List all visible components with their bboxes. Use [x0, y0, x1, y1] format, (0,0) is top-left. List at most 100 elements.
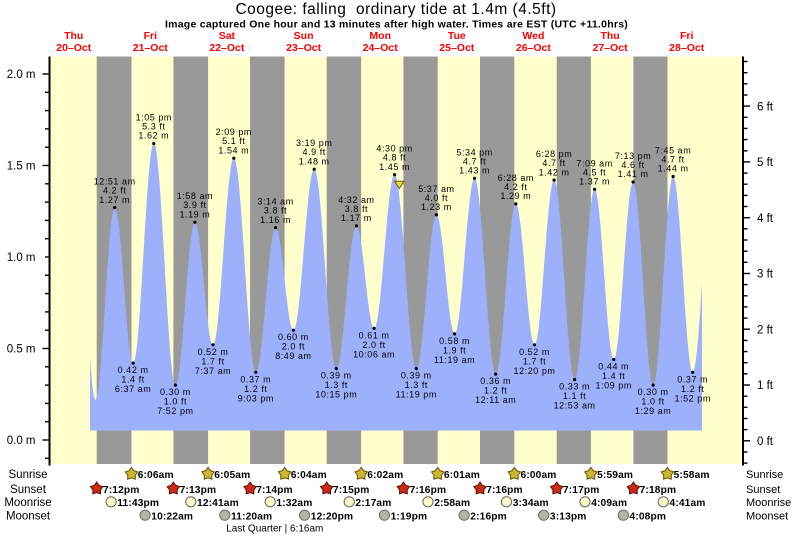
svg-text:7:52 pm: 7:52 pm: [157, 406, 193, 416]
svg-text:3.9 ft: 3.9 ft: [183, 200, 206, 210]
svg-text:1.54 m: 1.54 m: [218, 145, 249, 155]
svg-text:1.0 m: 1.0 m: [7, 252, 36, 264]
svg-text:1.16 m: 1.16 m: [260, 215, 291, 225]
svg-text:1.29 m: 1.29 m: [500, 191, 531, 201]
svg-text:27–Oct: 27–Oct: [593, 42, 629, 54]
svg-text:6:28 am: 6:28 am: [498, 173, 534, 183]
svg-text:2:17am: 2:17am: [355, 498, 391, 509]
svg-text:5:37 am: 5:37 am: [418, 184, 454, 194]
svg-text:6:01am: 6:01am: [444, 470, 480, 481]
svg-text:2 ft: 2 ft: [757, 324, 774, 336]
svg-text:1.4 ft: 1.4 ft: [121, 375, 144, 385]
svg-text:5:58am: 5:58am: [674, 470, 710, 481]
svg-text:4:32 am: 4:32 am: [338, 195, 374, 205]
svg-text:1:29 am: 1:29 am: [635, 406, 671, 416]
svg-text:24–Oct: 24–Oct: [363, 42, 399, 54]
svg-text:0.30 m: 0.30 m: [638, 387, 669, 397]
svg-text:10:06 am: 10:06 am: [353, 349, 395, 359]
svg-text:8:49 am: 8:49 am: [275, 351, 311, 361]
svg-text:7:17pm: 7:17pm: [563, 485, 600, 496]
svg-text:7:37 am: 7:37 am: [195, 366, 231, 376]
svg-text:6:06am: 6:06am: [138, 470, 174, 481]
svg-text:12:20pm: 12:20pm: [311, 511, 353, 522]
svg-text:2.0 ft: 2.0 ft: [282, 342, 305, 352]
svg-text:5:34 pm: 5:34 pm: [456, 147, 492, 157]
svg-text:0.33 m: 0.33 m: [559, 382, 590, 392]
svg-text:3:13pm: 3:13pm: [550, 511, 587, 522]
svg-text:1.43 m: 1.43 m: [459, 166, 490, 176]
svg-text:1.2 ft: 1.2 ft: [681, 384, 704, 394]
svg-text:4.6 ft: 4.6 ft: [621, 160, 644, 170]
svg-text:4.2 ft: 4.2 ft: [504, 182, 527, 192]
svg-text:1.44 m: 1.44 m: [658, 164, 689, 174]
svg-text:1.41 m: 1.41 m: [618, 169, 649, 179]
svg-text:Fri: Fri: [144, 30, 158, 42]
svg-text:Thu: Thu: [64, 30, 83, 42]
svg-text:0.52 m: 0.52 m: [519, 347, 550, 357]
svg-text:7:09 am: 7:09 am: [576, 158, 612, 168]
svg-text:0.39 m: 0.39 m: [321, 371, 352, 381]
svg-text:0.37 m: 0.37 m: [677, 374, 708, 384]
svg-text:0.39 m: 0.39 m: [401, 371, 432, 381]
svg-text:0 ft: 0 ft: [757, 436, 774, 448]
svg-text:4.9 ft: 4.9 ft: [303, 147, 326, 157]
svg-text:1.9 ft: 1.9 ft: [443, 345, 466, 355]
svg-text:0.37 m: 0.37 m: [240, 374, 271, 384]
svg-text:7:14pm: 7:14pm: [256, 485, 293, 496]
svg-text:1.37 m: 1.37 m: [579, 177, 610, 187]
svg-text:1.23 m: 1.23 m: [421, 202, 452, 212]
svg-text:0.42 m: 0.42 m: [118, 365, 149, 375]
svg-text:0.44 m: 0.44 m: [598, 362, 629, 372]
svg-text:21–Oct: 21–Oct: [133, 42, 169, 54]
svg-text:7:13 pm: 7:13 pm: [615, 151, 651, 161]
svg-text:23–Oct: 23–Oct: [286, 42, 322, 54]
svg-text:Tue: Tue: [448, 30, 466, 42]
svg-text:7:13pm: 7:13pm: [180, 485, 217, 496]
svg-text:12:20 pm: 12:20 pm: [514, 366, 556, 376]
svg-text:4.7 ft: 4.7 ft: [463, 156, 486, 166]
svg-text:20–Oct: 20–Oct: [56, 42, 92, 54]
svg-text:4.0 ft: 4.0 ft: [425, 193, 448, 203]
svg-text:28–Oct: 28–Oct: [669, 42, 705, 54]
svg-text:Wed: Wed: [522, 30, 544, 42]
svg-text:Sunset: Sunset: [746, 484, 780, 496]
svg-text:7:16pm: 7:16pm: [410, 485, 447, 496]
svg-text:1.48 m: 1.48 m: [299, 156, 330, 166]
svg-text:7:12pm: 7:12pm: [103, 485, 140, 496]
svg-text:3 ft: 3 ft: [757, 269, 774, 281]
svg-text:6:05am: 6:05am: [214, 470, 250, 481]
svg-text:Moonrise: Moonrise: [746, 497, 791, 509]
svg-text:1 ft: 1 ft: [757, 380, 774, 392]
svg-text:1.45 m: 1.45 m: [379, 162, 410, 172]
svg-text:10:22am: 10:22am: [151, 511, 193, 522]
svg-text:4.7 ft: 4.7 ft: [661, 155, 684, 165]
svg-text:0.5 m: 0.5 m: [7, 344, 36, 356]
svg-text:7:15pm: 7:15pm: [333, 485, 370, 496]
svg-text:1.7 ft: 1.7 ft: [201, 356, 224, 366]
svg-text:4:30 pm: 4:30 pm: [376, 144, 412, 154]
svg-text:1:05 pm: 1:05 pm: [136, 113, 172, 123]
svg-text:0.52 m: 0.52 m: [198, 347, 229, 357]
svg-text:11:19 am: 11:19 am: [434, 355, 475, 365]
svg-text:2:16pm: 2:16pm: [470, 511, 507, 522]
svg-text:Sunrise: Sunrise: [746, 469, 783, 481]
svg-text:Sunset: Sunset: [10, 484, 47, 496]
svg-text:2.0 ft: 2.0 ft: [362, 340, 385, 350]
svg-text:26–Oct: 26–Oct: [516, 42, 552, 54]
svg-text:Mon: Mon: [369, 30, 391, 42]
svg-text:3:19 pm: 3:19 pm: [296, 138, 332, 148]
svg-text:9:03 pm: 9:03 pm: [238, 393, 274, 403]
svg-text:Moonset: Moonset: [6, 510, 51, 522]
svg-text:Image captured One hour and 13: Image captured One hour and 13 minutes a…: [165, 19, 628, 31]
svg-text:1.3 ft: 1.3 ft: [405, 380, 428, 390]
svg-text:3.8 ft: 3.8 ft: [345, 204, 368, 214]
svg-text:3.8 ft: 3.8 ft: [264, 206, 287, 216]
svg-text:1.42 m: 1.42 m: [539, 167, 570, 177]
svg-text:1:09 pm: 1:09 pm: [596, 381, 632, 391]
svg-text:6:02am: 6:02am: [367, 470, 403, 481]
svg-text:0.61 m: 0.61 m: [359, 330, 390, 340]
svg-text:5:59am: 5:59am: [597, 470, 633, 481]
svg-text:Moonrise: Moonrise: [4, 497, 51, 509]
svg-text:Moonset: Moonset: [746, 510, 788, 522]
svg-text:4 ft: 4 ft: [757, 213, 774, 225]
